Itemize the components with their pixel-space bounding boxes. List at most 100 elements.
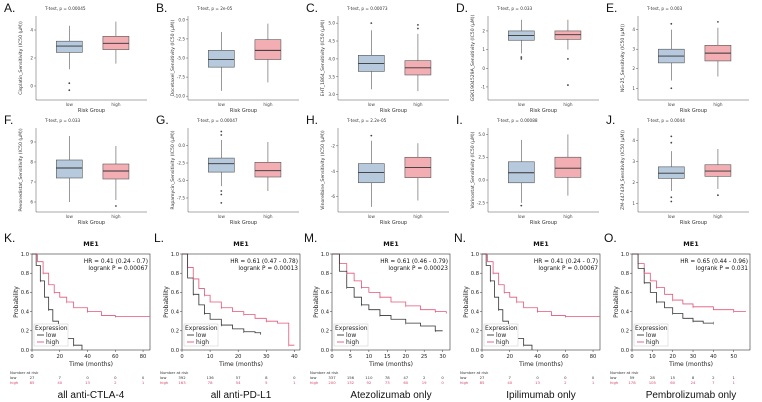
risk-table-title: Number at risk [10, 370, 39, 375]
y-tick-label: 4.5 [328, 39, 335, 44]
y-tick-label: 0.6 [621, 290, 629, 296]
x-axis-label: Risk Group [380, 220, 407, 226]
legend-title: Expression [35, 325, 68, 332]
risk-count-low: 7 [509, 375, 512, 380]
risk-count-high: 54 [236, 380, 241, 385]
risk-count-high: 2 [564, 380, 567, 385]
y-tick-label: 0.2 [171, 329, 179, 335]
x-axis-label: Risk Group [230, 108, 257, 114]
legend-box [33, 323, 69, 347]
hazard-ratio: HR = 0.41 (0.24 - 0.7) [84, 259, 148, 265]
panel-letter: O. [604, 231, 617, 245]
x-tick-label: high [713, 102, 722, 107]
y-tick-label: 1 [482, 47, 485, 52]
y-tick-label: 0.0 [478, 178, 485, 183]
y-axis-label: Pevonedistat_Sensitivity (IC50 (μM)) [18, 128, 24, 212]
box-high [704, 164, 732, 177]
x-axis-label: Time (months) [68, 361, 113, 368]
y-tick-label: 0.6 [321, 290, 329, 296]
risk-count-low: 27 [30, 375, 35, 380]
y-axis-label: Probability [613, 286, 620, 318]
legend-label-high: high [646, 339, 659, 346]
survival-curve-high [182, 253, 295, 346]
y-tick-label: 3.5 [328, 74, 335, 79]
outlier-point [670, 141, 673, 144]
panel-letter: K. [4, 231, 15, 245]
box-low [55, 159, 83, 179]
hazard-ratio: HR = 0.41 (0.24 - 0.7) [534, 259, 598, 265]
legend-label-low: low [346, 332, 356, 339]
risk-count-high: 178 [628, 380, 636, 385]
x-tick-label: 0 [630, 354, 633, 360]
boxplot-panel: E. T-test, p = 0.003 NG-25_Sensitivity (IC… [606, 1, 749, 114]
x-tick-label: high [563, 214, 572, 219]
y-tick-label: 6 [30, 200, 33, 205]
risk-table-title: Number at risk [160, 370, 189, 375]
boxplot-panels: A. T-test, p = 0.00045 Cisplatin_Sensitivi… [4, 1, 749, 226]
y-tick-label: -7.5 [177, 196, 186, 201]
x-tick-label: 15 [384, 354, 391, 360]
outlier-point [567, 58, 569, 60]
risk-count-low: 0 [86, 375, 89, 380]
x-tick-label: low [66, 214, 74, 219]
y-tick-label: 0.4 [21, 309, 30, 315]
x-tick-label: 80 [590, 354, 597, 360]
y-tick-label: 8 [30, 160, 33, 165]
risk-count-low: 8 [692, 375, 695, 380]
x-tick-label: 20 [56, 354, 63, 360]
logrank-p: logrank P = 0.00013 [238, 266, 298, 272]
y-tick-label: -2.5 [477, 200, 486, 205]
boxplot-panel: J. T-test, p = 0.0044 ZM-447439_Sensitivit… [606, 113, 749, 226]
y-axis-label: GSK1904529A_Sensitivity (IC50 (μM)) [470, 14, 476, 101]
outlier-point [220, 190, 223, 192]
y-tick-label: 0.0 [621, 348, 629, 354]
risk-count-low: 15 [670, 375, 675, 380]
x-tick-label: 40 [291, 354, 298, 360]
y-tick-label: 9 [30, 140, 33, 145]
survival-curve-high [332, 253, 447, 314]
risk-row-label-high: high [610, 380, 619, 385]
y-tick-label: -5.0 [177, 56, 186, 61]
panel-test-label: T-test, p = 0.033 [496, 6, 533, 11]
km-title: ME1 [233, 240, 249, 248]
x-tick-label: 25 [421, 354, 428, 360]
panel-letter: M. [304, 231, 317, 245]
x-axis-label: Time (months) [518, 361, 563, 368]
x-tick-label: 0 [180, 354, 183, 360]
box-high [254, 39, 282, 60]
y-tick-label: 4.0 [328, 56, 335, 61]
outlier-point [220, 202, 223, 204]
x-tick-label: 60 [562, 354, 569, 360]
box-low [657, 166, 685, 179]
km-frame [31, 253, 151, 351]
risk-count-low: 337 [328, 375, 336, 380]
panel-test-label: T-test, p = 2e-05 [196, 6, 233, 11]
outlier-point [717, 20, 719, 23]
x-tick-label: 80 [140, 354, 147, 360]
x-axis-label: Risk Group [230, 220, 257, 226]
legend-box [183, 323, 219, 347]
legend-label-low: low [496, 332, 506, 339]
logrank-p: logrank P = 0.031 [696, 266, 749, 272]
risk-count-high: 132 [347, 380, 355, 385]
legend-box [483, 323, 519, 347]
risk-count-high: 60 [670, 380, 675, 385]
risk-count-low: 0 [142, 375, 145, 380]
risk-table-title: Number at risk [460, 370, 489, 375]
box-high [254, 162, 282, 178]
panel-letter: G. [156, 113, 169, 127]
risk-count-high: 105 [649, 380, 657, 385]
panel-caption: all anti-CTLA-4 [58, 390, 125, 401]
x-tick-label: high [563, 102, 572, 107]
risk-count-high: 0 [441, 380, 444, 385]
box-low [507, 161, 535, 184]
boxplot-panel: I. T-test, p = 0.00088 Vorinostat_Sensitiv… [456, 113, 599, 226]
outlier-point [520, 56, 523, 58]
x-axis-label: Risk Group [380, 108, 407, 114]
x-tick-label: high [263, 214, 272, 219]
risk-count-high: 13 [535, 380, 540, 385]
y-tick-label: 0.4 [471, 309, 480, 315]
km-panel: M. ME1 HR = 0.61 (0.46 - 0.79)logrank P = … [304, 231, 451, 401]
y-tick-label: 2.5 [478, 155, 485, 160]
km-frame [631, 253, 751, 351]
